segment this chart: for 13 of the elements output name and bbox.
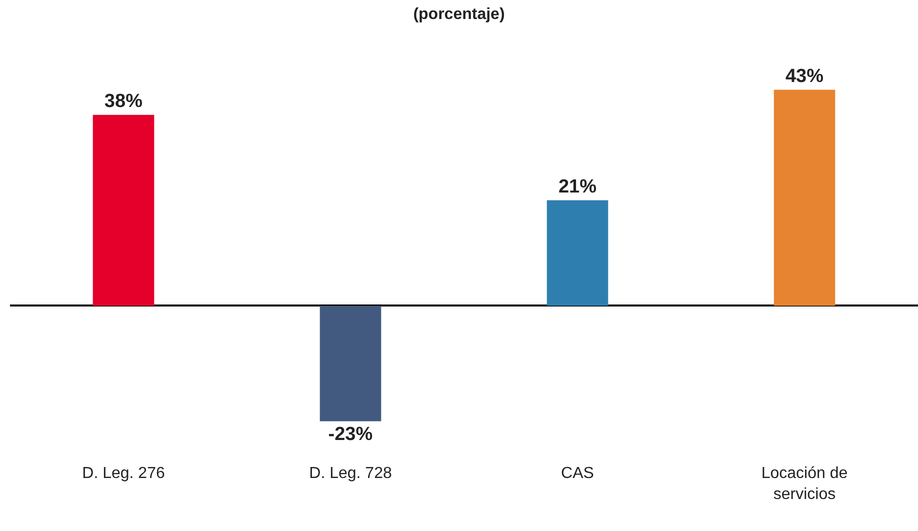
x-tick-label: D. Leg. 728 <box>309 465 392 482</box>
data-label: -23% <box>328 424 373 446</box>
x-tick-label: Locación de servicios <box>761 465 848 503</box>
bar <box>320 306 382 422</box>
bar <box>546 200 608 306</box>
data-label: 38% <box>104 90 143 112</box>
bar <box>92 114 154 306</box>
bar <box>774 90 836 306</box>
data-label: 21% <box>558 176 597 198</box>
data-label: 43% <box>785 66 824 87</box>
x-tick-label: CAS <box>561 465 594 482</box>
chart-title: (porcentaje) <box>413 6 505 24</box>
x-tick-label: D. Leg. 276 <box>82 465 165 482</box>
